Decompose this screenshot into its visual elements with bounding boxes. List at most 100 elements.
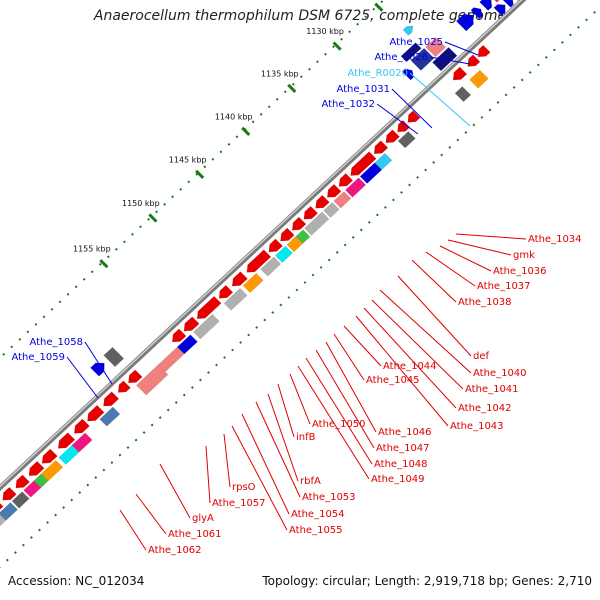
inner-gene-label: Athe_1053 (302, 492, 356, 503)
forward-gene (516, 0, 519, 1)
inner-label-leader (231, 425, 288, 531)
reverse-gene (315, 194, 330, 209)
inner-gene-label: Athe_1037 (477, 281, 531, 292)
forward-gene (103, 346, 125, 368)
outer-label-leader (409, 72, 471, 127)
inner-gene-label: infB (296, 432, 316, 443)
inner-gene-label: def (473, 351, 490, 362)
inner-label-leader (223, 433, 231, 488)
reverse-gene (246, 249, 272, 273)
reverse-gene (385, 129, 400, 144)
reverse-gene (286, 236, 304, 253)
reverse-gene (242, 272, 264, 294)
inner-gene-label: Athe_1050 (312, 419, 366, 430)
inner-label-leader (425, 251, 476, 287)
inner-gene-label: Athe_1042 (458, 403, 512, 414)
reverse-gene (23, 480, 42, 498)
reverse-gene (303, 205, 319, 220)
forward-gene (479, 0, 493, 11)
reverse-gene (11, 491, 30, 509)
inner-gene-label: Athe_1054 (291, 509, 345, 520)
reverse-gene (260, 256, 282, 277)
reverse-gene (87, 404, 105, 422)
inner-gene-label: Athe_1038 (458, 297, 512, 308)
inner-gene-label: Athe_1049 (371, 474, 425, 485)
forward-gene (493, 4, 506, 16)
scale-tick (374, 2, 384, 12)
inner-gene-label: rbfA (300, 476, 321, 487)
forward-gene (401, 68, 414, 81)
forward-gene (494, 0, 500, 3)
inner-gene-label: Athe_1055 (289, 525, 343, 536)
reverse-gene (74, 418, 90, 434)
inner-gene-label: Athe_1048 (374, 459, 428, 470)
inner-label-leader (355, 315, 449, 427)
reverse-gene (192, 313, 220, 340)
reverse-gene (477, 44, 491, 58)
scale-tick-label: 1150 kbp (122, 199, 160, 208)
reverse-gene (350, 151, 377, 176)
reverse-gene (103, 391, 120, 407)
scale-tick (195, 169, 205, 179)
scale-tick-label: 1140 kbp (215, 112, 253, 121)
reverse-gene (0, 514, 7, 527)
reverse-gene (128, 369, 143, 384)
reverse-gene (345, 177, 367, 198)
scale-tick (241, 126, 251, 136)
reverse-gene (397, 119, 411, 133)
reverse-gene (304, 211, 330, 236)
forward-gene (425, 37, 447, 58)
reverse-gene (338, 173, 354, 187)
reverse-gene (2, 486, 17, 501)
scale-tick (148, 213, 158, 223)
inner-gene-label: Athe_1034 (528, 234, 582, 245)
inner-label-leader (267, 393, 299, 482)
reverse-gene (135, 364, 169, 396)
inner-gene-label: glyA (192, 513, 214, 524)
reverse-gene (41, 448, 58, 464)
forward-gene (502, 0, 514, 8)
inner-label-leader (439, 245, 492, 272)
scale-tick-label: 1145 kbp (169, 155, 207, 164)
outer-label-leader (429, 56, 471, 65)
outer-label-leader (376, 103, 419, 135)
reverse-gene (196, 295, 222, 320)
inner-label-leader (325, 341, 377, 433)
reverse-gene (268, 238, 283, 253)
inner-gene-label: rpsO (232, 482, 256, 493)
reverse-gene (99, 406, 121, 427)
inner-label-leader (305, 357, 373, 465)
reverse-gene (397, 131, 416, 149)
inner-label-leader (333, 333, 365, 381)
reverse-gene (333, 191, 352, 209)
reverse-gene (373, 140, 389, 155)
forward-gene (400, 42, 422, 63)
reverse-gene (467, 54, 481, 67)
scale-tick (99, 259, 109, 269)
inner-gene-label: Athe_1061 (168, 529, 222, 540)
outer-label-leader (444, 41, 479, 56)
inner-label-leader (277, 383, 295, 438)
inner-label-leader (205, 445, 211, 504)
reverse-gene (323, 202, 340, 218)
inner-label-leader (379, 289, 472, 374)
inner-gene-label: Athe_1041 (465, 384, 519, 395)
outer-gene-label: Athe_1059 (11, 352, 65, 363)
reverse-gene (117, 380, 131, 393)
reverse-gene (274, 245, 293, 263)
inner-gene-label: Athe_1036 (493, 266, 547, 277)
inner-label-leader (455, 233, 527, 240)
inner-label-leader (255, 401, 301, 498)
scale-tick-label: 1135 kbp (261, 69, 299, 78)
inner-label-leader (159, 463, 191, 519)
reverse-gene (57, 432, 76, 449)
outer-label-leader (84, 341, 113, 385)
forward-gene (402, 25, 414, 36)
inner-gene-label: Athe_1046 (378, 427, 432, 438)
forward-gene (455, 14, 474, 32)
forward-gene (470, 7, 483, 20)
inner-label-leader (315, 349, 375, 449)
outer-gene-label: Athe_R0020 (348, 68, 408, 79)
